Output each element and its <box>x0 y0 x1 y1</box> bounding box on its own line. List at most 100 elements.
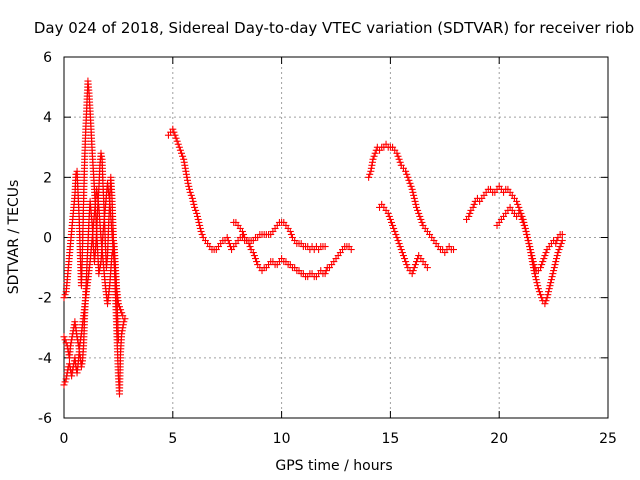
data-point <box>545 285 553 293</box>
data-point-interp <box>514 200 522 208</box>
data-point-interp <box>287 230 295 238</box>
data-point <box>532 276 540 284</box>
data-point <box>60 294 68 302</box>
x-axis-label: GPS time / hours <box>275 458 392 474</box>
data-point <box>543 294 551 302</box>
data-point-interp <box>390 224 398 232</box>
data-point-interp <box>366 170 374 178</box>
data-point <box>521 224 529 232</box>
x-tick-label: 10 <box>273 431 291 447</box>
data-point <box>321 243 329 251</box>
data-point-interp <box>522 227 530 235</box>
data-point-interp <box>524 237 532 245</box>
data-point <box>450 246 458 254</box>
data-point <box>541 300 549 308</box>
data-point <box>386 215 394 223</box>
data-point-interp <box>193 212 201 220</box>
data-point <box>389 221 397 229</box>
data-point-interp <box>196 221 204 229</box>
data-point <box>238 227 246 235</box>
data-point-interp <box>190 200 198 208</box>
series-4 <box>164 125 329 254</box>
data-point-interp <box>535 288 543 296</box>
data-point-interp <box>253 258 261 266</box>
data-point <box>530 267 538 275</box>
data-point <box>393 149 401 157</box>
series-5 <box>230 218 355 281</box>
data-point <box>245 240 253 248</box>
y-tick-label: -6 <box>38 411 52 427</box>
data-point <box>120 318 128 326</box>
data-point <box>60 381 68 389</box>
data-point <box>402 258 410 266</box>
data-point <box>410 264 418 272</box>
data-point-interp <box>470 200 478 208</box>
data-point-interp <box>405 176 413 184</box>
y-tick-label: 0 <box>43 231 52 247</box>
data-point-interp <box>179 152 187 160</box>
data-point-interp <box>533 279 541 287</box>
data-point <box>534 285 542 293</box>
data-point-interp <box>520 221 528 229</box>
data-point-interp <box>409 188 417 196</box>
data-point-interp <box>414 206 422 214</box>
data-point-interp <box>549 270 557 278</box>
data-point <box>391 227 399 235</box>
data-point <box>184 179 192 187</box>
data-point <box>404 173 412 181</box>
series-7 <box>376 200 431 278</box>
data-point-interp <box>398 249 406 257</box>
data-point <box>178 149 186 157</box>
data-point <box>517 212 525 220</box>
data-point-interp <box>194 215 202 223</box>
data-point <box>60 333 68 341</box>
data-point <box>539 258 547 266</box>
data-point-interp <box>557 240 565 248</box>
data-point-interp <box>523 230 531 238</box>
data-point <box>513 197 521 205</box>
data-point <box>547 276 555 284</box>
data-point <box>197 227 205 235</box>
data-point-interp <box>553 252 561 260</box>
data-point <box>393 234 401 241</box>
data-point <box>286 227 294 235</box>
data-point <box>251 255 259 263</box>
data-point-interp <box>189 197 197 205</box>
data-point-interp <box>518 215 526 223</box>
data-point <box>469 203 477 211</box>
series-6 <box>365 140 458 257</box>
data-point <box>384 209 392 217</box>
data-point <box>413 203 421 211</box>
data-point <box>321 270 329 278</box>
data-point-interp <box>544 291 552 299</box>
data-point-interp <box>61 291 69 299</box>
data-point <box>519 218 527 226</box>
data-point-interp <box>418 218 426 226</box>
y-tick-label: -4 <box>38 351 52 367</box>
x-tick-labels: 0 5 10 15 20 25 <box>60 431 617 447</box>
data-point-interp <box>546 282 554 290</box>
data-point-interp <box>531 273 539 281</box>
data-point-interp <box>410 191 418 199</box>
data-point <box>537 291 545 299</box>
data-point <box>465 212 473 220</box>
y-axis-label: SDTVAR / TECUs <box>6 180 22 295</box>
data-point-interp <box>385 212 393 220</box>
data-point-interp <box>553 255 561 263</box>
data-point-interp <box>403 261 411 269</box>
data-point-interp <box>196 224 204 232</box>
data-point <box>347 246 355 254</box>
data-point <box>169 125 177 133</box>
data-point <box>408 185 416 193</box>
series-3 <box>60 185 122 362</box>
data-point-interp <box>185 182 193 190</box>
data-point <box>537 264 545 272</box>
x-tick-label: 20 <box>490 431 508 447</box>
data-point <box>249 249 257 257</box>
data-point-interp <box>224 237 232 245</box>
data-point-interp <box>551 261 559 269</box>
data-point-interp <box>555 246 563 254</box>
data-point-interp <box>396 158 404 166</box>
data-point <box>193 209 201 217</box>
